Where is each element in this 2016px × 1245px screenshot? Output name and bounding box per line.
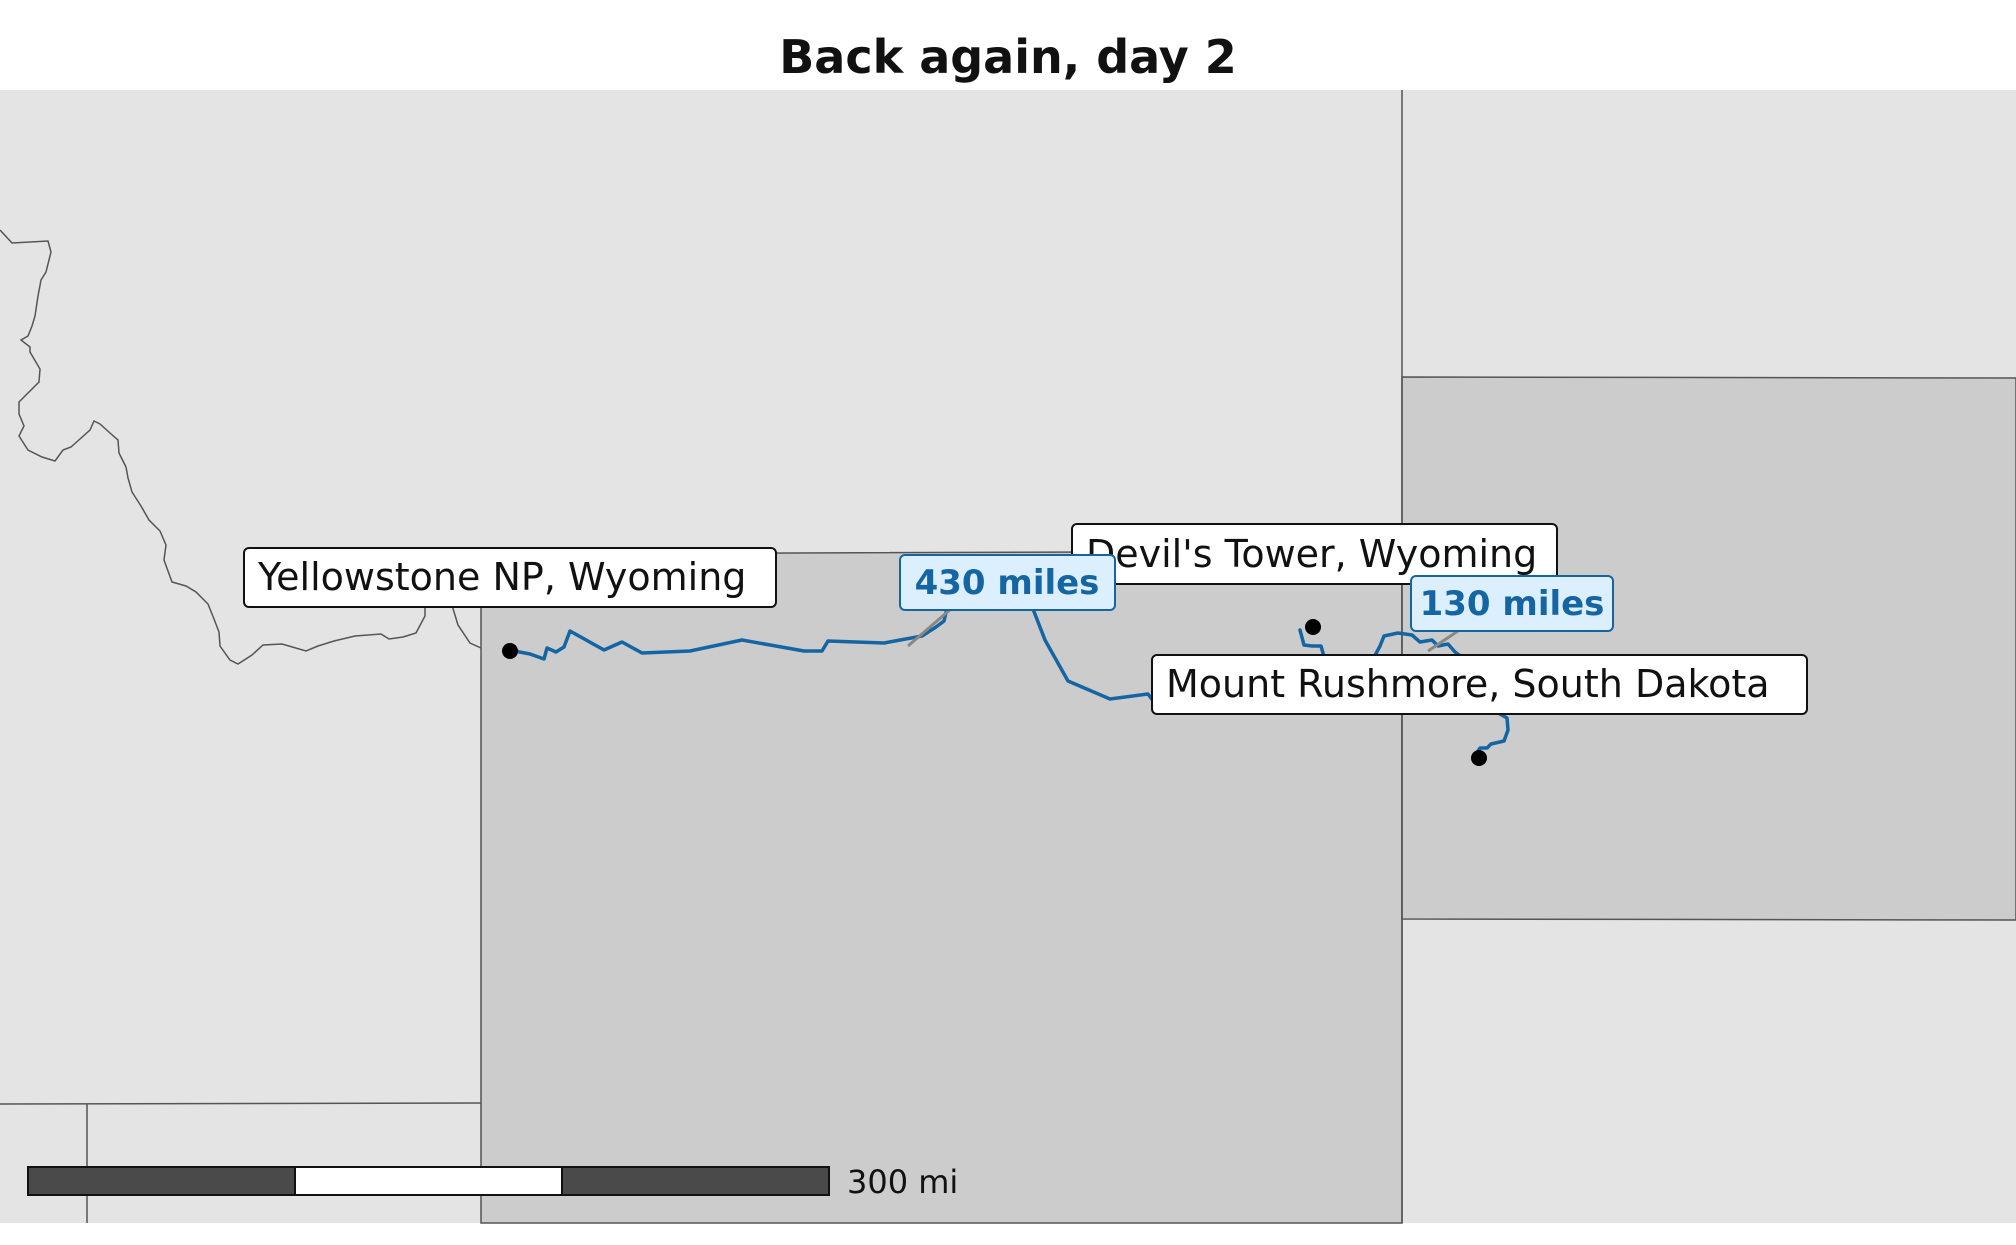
scale-bar-label: 300 mi — [847, 1163, 958, 1201]
place-label-yellowstone-text: Yellowstone NP, Wyoming — [257, 555, 746, 599]
route-label-430: 430 miles — [899, 554, 1116, 611]
marker-devils-tower — [1305, 619, 1321, 635]
state-wyoming — [480, 550, 1403, 1224]
route-label-130-leader — [1427, 629, 1459, 653]
scale-bar-segment-3 — [561, 1166, 830, 1196]
place-label-yellowstone: Yellowstone NP, Wyoming — [243, 547, 777, 608]
place-label-devils-tower: Devil's Tower, Wyoming — [1071, 523, 1558, 585]
place-label-devils-tower-text: Devil's Tower, Wyoming — [1086, 532, 1537, 576]
border-line — [0, 1102, 482, 1105]
route-label-430-text: 430 miles — [915, 563, 1100, 603]
route-label-130: 130 miles — [1410, 575, 1614, 632]
scale-bar-segment-2 — [294, 1166, 563, 1196]
marker-mount-rushmore — [1471, 750, 1487, 766]
scale-bar-segment-1 — [27, 1166, 296, 1196]
marker-yellowstone — [502, 643, 518, 659]
route-label-130-text: 130 miles — [1420, 584, 1605, 624]
route-label-430-leader — [907, 606, 953, 648]
map-title: Back again, day 2 — [779, 30, 1237, 84]
scale-bar: 300 mi — [27, 1163, 958, 1201]
place-label-mount-rushmore-text: Mount Rushmore, South Dakota — [1166, 662, 1770, 706]
place-label-mount-rushmore: Mount Rushmore, South Dakota — [1151, 654, 1808, 715]
border-idaho-montana — [0, 229, 482, 665]
state-south-dakota — [1401, 376, 2016, 921]
